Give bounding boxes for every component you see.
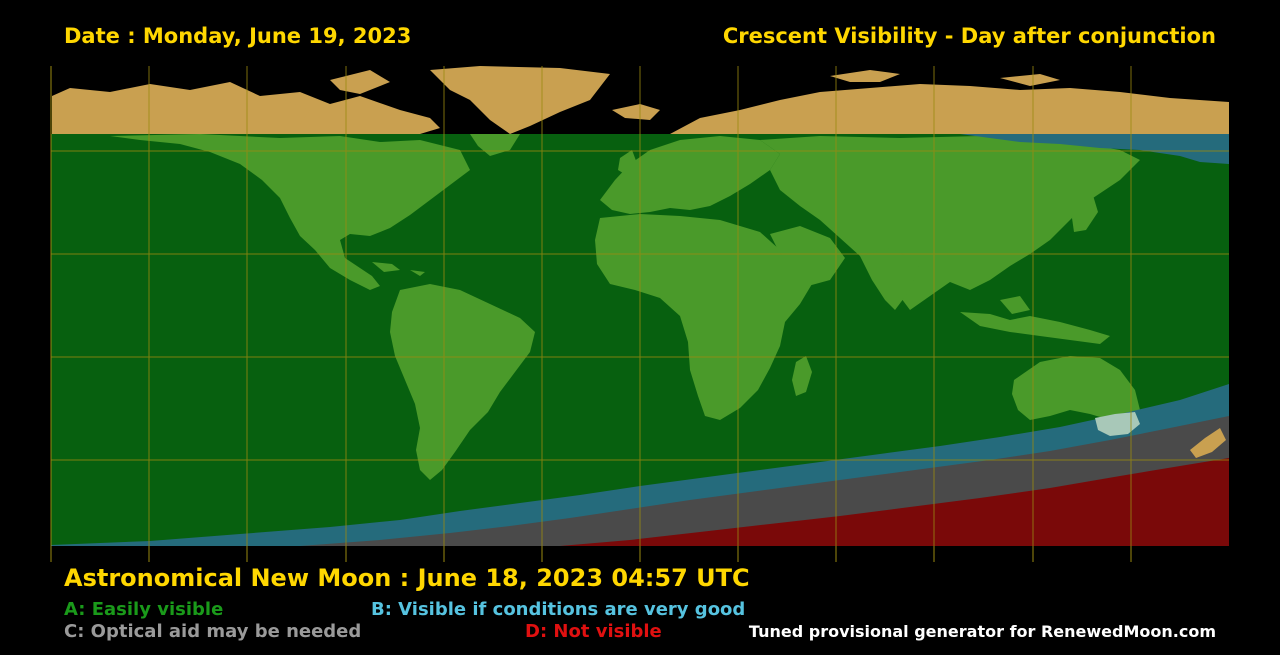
legend-b-visible-if-conditions-good: B: Visible if conditions are very good bbox=[371, 599, 746, 620]
legend-d-not-visible: D: Not visible bbox=[525, 621, 662, 642]
map-grid-ticks bbox=[50, 66, 1132, 562]
new-zealand-land bbox=[1190, 428, 1226, 458]
australia-south-land bbox=[1095, 412, 1140, 436]
legend-c-optical-aid: C: Optical aid may be needed bbox=[64, 621, 362, 642]
credit-text: Tuned provisional generator for RenewedM… bbox=[748, 622, 1216, 641]
arctic-land bbox=[52, 66, 1229, 134]
visibility-title: Crescent Visibility - Day after conjunct… bbox=[722, 24, 1216, 48]
map-grid bbox=[51, 66, 1229, 546]
date-label: Date : Monday, June 19, 2023 bbox=[64, 24, 412, 48]
legend-a-easily-visible: A: Easily visible bbox=[64, 599, 224, 620]
new-moon-time: Astronomical New Moon : June 18, 2023 04… bbox=[64, 564, 750, 592]
zone-b-region-north bbox=[960, 134, 1229, 164]
zone-d-region bbox=[560, 458, 1229, 546]
